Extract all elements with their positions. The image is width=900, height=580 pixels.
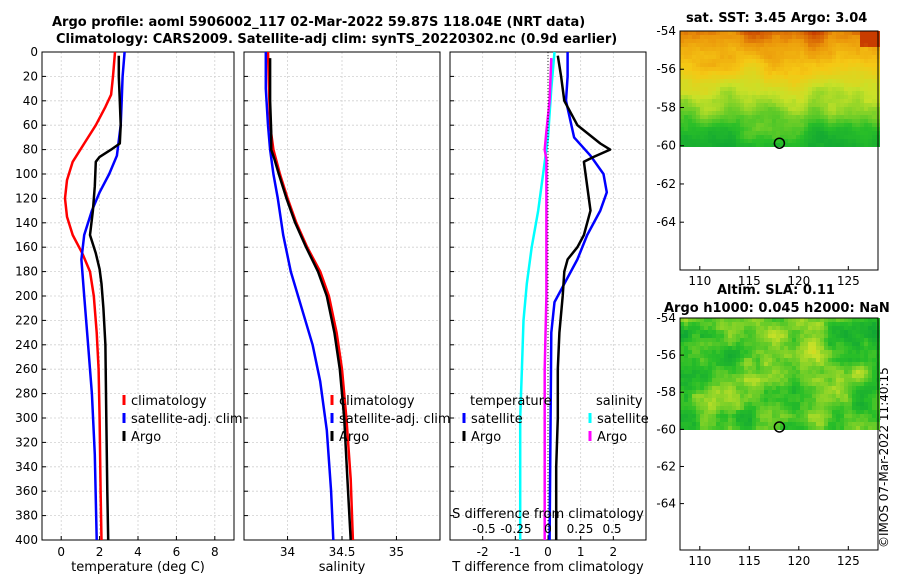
x-tick-label: 0 [57,545,65,559]
series-line-climatology [63,51,117,541]
secondary-tick-label: 0.5 [602,522,621,536]
series-line-satellite-adj-clim [264,52,335,541]
map-x-tick-label: 125 [837,274,860,288]
legend-label: Argo [339,430,369,445]
x-tick-label: 34.5 [329,545,356,559]
legend-title: salinity [596,394,643,409]
map-y-tick-label: -58 [656,100,676,114]
y-tick-label: 180 [15,265,38,279]
legend-label: Argo [597,430,627,445]
secondary-tick-label: 0.25 [567,522,594,536]
y-tick-label: 240 [15,338,38,352]
series-line-salinity-satellite [518,51,556,540]
sla-map-title-line1: Altim. SLA: 0.11 [717,283,835,298]
y-tick-label: 300 [15,411,38,425]
map-frame [679,30,879,271]
x-tick-label: 4 [134,545,142,559]
map-frame [679,317,879,551]
x-tick-label: -2 [477,545,489,559]
y-tick-label: 140 [15,216,38,230]
sst-map-title: sat. SST: 3.45 Argo: 3.04 [686,11,868,26]
y-tick-label: 220 [15,313,38,327]
y-tick-label: 360 [15,484,38,498]
series-line-salinity-argo [543,58,553,540]
legend-label: satellite [471,412,523,427]
x-tick-label: 35 [389,545,404,559]
y-tick-label: 0 [30,45,38,59]
sst-heatmap [680,31,880,147]
x-tick-label: 1 [577,545,585,559]
sla-map-title-line2: Argo h1000: 0.045 h2000: NaN [664,301,890,316]
x-tick-label: 6 [173,545,181,559]
map-y-tick-label: -62 [656,177,676,191]
x-axis-label: T difference from climatology [451,560,644,575]
map-y-tick-label: -56 [656,348,676,362]
secondary-tick-label: 0 [544,522,552,536]
y-tick-label: 280 [15,387,38,401]
x-tick-label: 0 [544,545,552,559]
y-tick-label: 200 [15,289,38,303]
map-x-tick-label: 110 [688,554,711,568]
figure-title-line2: Climatology: CARS2009. Satellite-adj cli… [56,32,618,47]
map-x-tick-label: 110 [688,274,711,288]
map-y-tick-label: -58 [656,385,676,399]
x-tick-label: 34 [280,545,295,559]
legend-label: Argo [471,430,501,445]
map-x-tick-label: 125 [837,554,860,568]
map-x-tick-label: 120 [787,554,810,568]
map-y-tick-label: -64 [656,497,676,511]
x-axis-label: temperature (deg C) [71,560,205,575]
series-line-temperature-argo [554,55,612,540]
y-tick-label: 80 [23,143,38,157]
y-tick-label: 380 [15,509,38,523]
x-tick-label: 8 [211,545,219,559]
legend-label: satellite [597,412,649,427]
sla-heatmap [680,318,880,430]
legend-label: Argo [131,430,161,445]
x-axis-label: salinity [319,560,366,575]
map-x-tick-label: 120 [787,274,810,288]
y-tick-label: 260 [15,362,38,376]
y-tick-label: 20 [23,69,38,83]
legend-label: climatology [131,394,207,409]
map-y-tick-label: -64 [656,215,676,229]
series-line-argo [88,55,122,541]
series-line-argo [268,58,352,541]
y-tick-label: 340 [15,460,38,474]
argo-float-marker [773,137,786,149]
x-tick-label: 2 [610,545,618,559]
legend-label: satellite-adj. clim [339,412,451,427]
y-tick-label: 100 [15,167,38,181]
x-tick-label: 2 [96,545,104,559]
map-y-tick-label: -62 [656,459,676,473]
map-y-tick-label: -54 [656,311,676,325]
map-y-tick-label: -54 [656,24,676,38]
secondary-tick-label: -0.5 [472,522,495,536]
legend-title: temperature [470,394,552,409]
argo-float-marker [773,421,786,433]
secondary-tick-label: -0.25 [500,522,531,536]
map-x-tick-label: 115 [738,274,761,288]
y-tick-label: 400 [15,533,38,547]
y-tick-label: 40 [23,94,38,108]
x-tick-label: -1 [509,545,521,559]
map-x-tick-label: 115 [738,554,761,568]
map-y-tick-label: -60 [656,139,676,153]
map-y-tick-label: -60 [656,422,676,436]
y-tick-label: 320 [15,435,38,449]
secondary-axis-label: S difference from climatology [452,507,644,522]
figure-title-line1: Argo profile: aoml 5906002_117 02-Mar-20… [52,15,586,30]
legend-label: satellite-adj. clim [131,412,243,427]
y-tick-label: 60 [23,118,38,132]
y-tick-label: 120 [15,191,38,205]
map-y-tick-label: -56 [656,62,676,76]
legend-label: climatology [339,394,415,409]
y-tick-label: 160 [15,240,38,254]
